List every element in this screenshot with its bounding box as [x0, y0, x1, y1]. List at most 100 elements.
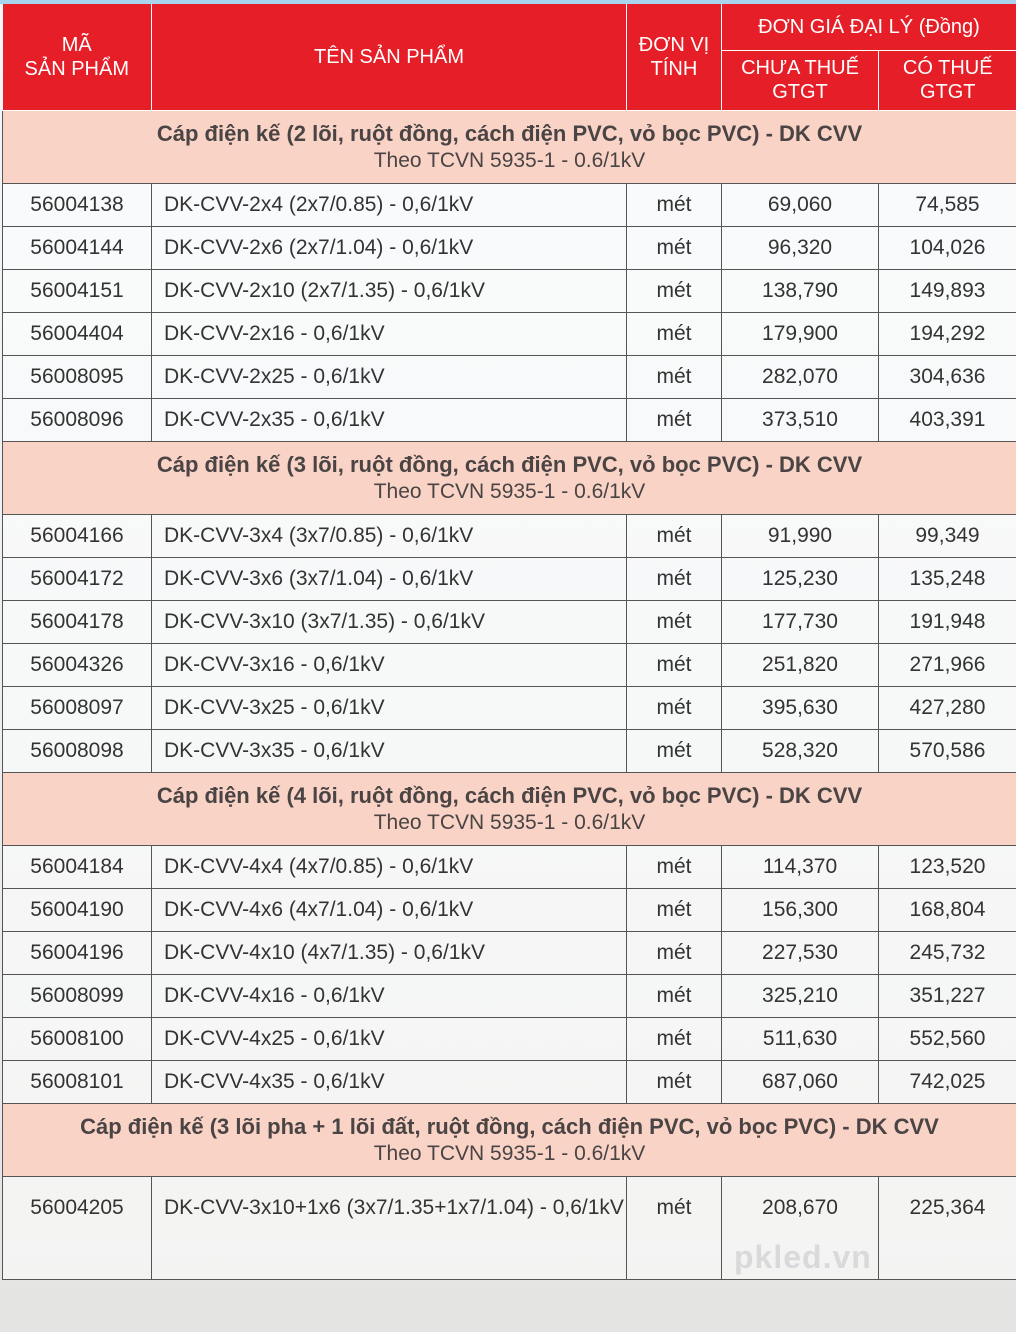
section-title-cell: Cáp điện kế (2 lõi, ruột đồng, cách điện… — [2, 109, 1016, 184]
product-name: DK-CVV-2x4 (2x7/0.85) - 0,6/1kV — [151, 182, 627, 227]
price-pre-tax: 395,630 — [721, 685, 879, 730]
price-pre-tax: 69,060 — [721, 182, 879, 227]
price-with-tax: 271,966 — [878, 642, 1016, 687]
section-header: Cáp điện kế (4 lõi, ruột đồng, cách điện… — [2, 771, 1016, 846]
product-code: 56004172 — [2, 556, 152, 601]
price-with-tax: 194,292 — [878, 311, 1016, 356]
price-with-tax: 104,026 — [878, 225, 1016, 270]
table-row: 56008098 DK-CVV-3x35 - 0,6/1kV mét 528,3… — [2, 728, 1016, 773]
price-pre-tax: 227,530 — [721, 930, 879, 975]
price-with-tax: 99,349 — [878, 513, 1016, 558]
price-table: MÃ SẢN PHẨM TÊN SẢN PHẨM ĐƠN VỊ TÍNH ĐƠN G… — [2, 4, 1016, 1280]
table-row: 56004138 DK-CVV-2x4 (2x7/0.85) - 0,6/1kV… — [2, 182, 1016, 227]
unit: mét — [626, 642, 722, 687]
unit: mét — [626, 556, 722, 601]
table-row: 56008095 DK-CVV-2x25 - 0,6/1kV mét 282,0… — [2, 354, 1016, 399]
product-code: 56004151 — [2, 268, 152, 313]
unit: mét — [626, 354, 722, 399]
price-pre-tax: 511,630 — [721, 1016, 879, 1061]
price-pre-tax: 138,790 — [721, 268, 879, 313]
price-pre-tax: 373,510 — [721, 397, 879, 442]
unit: mét — [626, 397, 722, 442]
product-name: DK-CVV-4x4 (4x7/0.85) - 0,6/1kV — [151, 844, 627, 889]
section-title: Cáp điện kế (4 lõi, ruột đồng, cách điện… — [156, 782, 863, 808]
price-pre-tax: 91,990 — [721, 513, 879, 558]
product-name: DK-CVV-4x35 - 0,6/1kV — [151, 1059, 627, 1104]
product-name: DK-CVV-2x35 - 0,6/1kV — [151, 397, 627, 442]
product-name: DK-CVV-3x10+1x6 (3x7/1.35+1x7/1.04) - 0,… — [151, 1175, 627, 1280]
price-with-tax: 191,948 — [878, 599, 1016, 644]
product-code: 56008096 — [2, 397, 152, 442]
section-title-cell: Cáp điện kế (3 lõi, ruột đồng, cách điện… — [2, 440, 1016, 515]
unit: mét — [626, 268, 722, 313]
product-code: 56004184 — [2, 844, 152, 889]
section-header: Cáp điện kế (2 lõi, ruột đồng, cách điện… — [2, 109, 1016, 184]
section-subtitle: Theo TCVN 5935-1 - 0.6/1kV — [373, 479, 646, 503]
price-pre-tax: 114,370 — [721, 844, 879, 889]
header-product-code: MÃ SẢN PHẨM — [2, 4, 152, 111]
header-pre-tax: CHƯA THUẾ GTGT — [721, 50, 879, 111]
product-code: 56004404 — [2, 311, 152, 356]
product-name: DK-CVV-4x16 - 0,6/1kV — [151, 973, 627, 1018]
unit: mét — [626, 182, 722, 227]
unit: mét — [626, 1175, 722, 1280]
product-name: DK-CVV-3x35 - 0,6/1kV — [151, 728, 627, 773]
price-with-tax: 742,025 — [878, 1059, 1016, 1104]
product-name: DK-CVV-3x4 (3x7/0.85) - 0,6/1kV — [151, 513, 627, 558]
product-code: 56004205 — [2, 1175, 152, 1280]
table-row: 56004190 DK-CVV-4x6 (4x7/1.04) - 0,6/1kV… — [2, 887, 1016, 932]
section-title: Cáp điện kế (3 lõi pha + 1 lõi đất, ruột… — [80, 1113, 939, 1139]
product-name: DK-CVV-2x6 (2x7/1.04) - 0,6/1kV — [151, 225, 627, 270]
product-code: 56004196 — [2, 930, 152, 975]
header-unit: ĐƠN VỊ TÍNH — [626, 4, 722, 111]
section-subtitle: Theo TCVN 5935-1 - 0.6/1kV — [373, 810, 646, 834]
price-pre-tax: 208,670 pkled.vn — [721, 1175, 879, 1280]
unit: mét — [626, 225, 722, 270]
price-pre-tax: 156,300 — [721, 887, 879, 932]
product-name: DK-CVV-4x10 (4x7/1.35) - 0,6/1kV — [151, 930, 627, 975]
price-pre-tax: 251,820 — [721, 642, 879, 687]
table-row: 56004196 DK-CVV-4x10 (4x7/1.35) - 0,6/1k… — [2, 930, 1016, 975]
table-row: 56008096 DK-CVV-2x35 - 0,6/1kV mét 373,5… — [2, 397, 1016, 442]
unit: mét — [626, 930, 722, 975]
price-pre-tax: 96,320 — [721, 225, 879, 270]
unit: mét — [626, 1059, 722, 1104]
header-with-tax: CÓ THUẾ GTGT — [878, 50, 1016, 111]
product-name: DK-CVV-3x16 - 0,6/1kV — [151, 642, 627, 687]
product-code: 56004144 — [2, 225, 152, 270]
price-pre-tax: 179,900 — [721, 311, 879, 356]
price-pre-tax: 125,230 — [721, 556, 879, 601]
table-row: 56004404 DK-CVV-2x16 - 0,6/1kV mét 179,9… — [2, 311, 1016, 356]
price-pre-tax: 177,730 — [721, 599, 879, 644]
section-header: Cáp điện kế (3 lõi, ruột đồng, cách điện… — [2, 440, 1016, 515]
product-code: 56004178 — [2, 599, 152, 644]
product-name: DK-CVV-2x10 (2x7/1.35) - 0,6/1kV — [151, 268, 627, 313]
product-code: 56004326 — [2, 642, 152, 687]
header-dealer-price: ĐƠN GIÁ ĐẠI LÝ (Đồng) — [721, 4, 1016, 51]
product-name: DK-CVV-2x16 - 0,6/1kV — [151, 311, 627, 356]
table-row: 56008100 DK-CVV-4x25 - 0,6/1kV mét 511,6… — [2, 1016, 1016, 1061]
table-row: 56004144 DK-CVV-2x6 (2x7/1.04) - 0,6/1kV… — [2, 225, 1016, 270]
product-code: 56008100 — [2, 1016, 152, 1061]
table-row: 56004205 DK-CVV-3x10+1x6 (3x7/1.35+1x7/1… — [2, 1175, 1016, 1280]
product-code: 56004166 — [2, 513, 152, 558]
section-title-cell: Cáp điện kế (3 lõi pha + 1 lõi đất, ruột… — [2, 1102, 1016, 1177]
product-code: 56004138 — [2, 182, 152, 227]
section-subtitle: Theo TCVN 5935-1 - 0.6/1kV — [373, 1141, 646, 1165]
section-header: Cáp điện kế (3 lõi pha + 1 lõi đất, ruột… — [2, 1102, 1016, 1177]
table-row: 56008097 DK-CVV-3x25 - 0,6/1kV mét 395,6… — [2, 685, 1016, 730]
table-row: 56008099 DK-CVV-4x16 - 0,6/1kV mét 325,2… — [2, 973, 1016, 1018]
price-with-tax: 427,280 — [878, 685, 1016, 730]
price-with-tax: 304,636 — [878, 354, 1016, 399]
unit: mét — [626, 311, 722, 356]
unit: mét — [626, 513, 722, 558]
table-row: 56008101 DK-CVV-4x35 - 0,6/1kV mét 687,0… — [2, 1059, 1016, 1104]
unit: mét — [626, 844, 722, 889]
price-with-tax: 168,804 — [878, 887, 1016, 932]
price-with-tax: 123,520 — [878, 844, 1016, 889]
section-title: Cáp điện kế (3 lõi, ruột đồng, cách điện… — [156, 451, 863, 477]
unit: mét — [626, 1016, 722, 1061]
price-pre-tax: 528,320 — [721, 728, 879, 773]
product-name: DK-CVV-3x25 - 0,6/1kV — [151, 685, 627, 730]
product-name: DK-CVV-3x6 (3x7/1.04) - 0,6/1kV — [151, 556, 627, 601]
